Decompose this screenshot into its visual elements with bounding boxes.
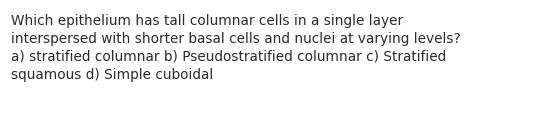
Text: interspersed with shorter basal cells and nuclei at varying levels?: interspersed with shorter basal cells an… (11, 32, 461, 46)
Text: squamous d) Simple cuboidal: squamous d) Simple cuboidal (11, 68, 213, 82)
Text: a) stratified columnar b) Pseudostratified columnar c) Stratified: a) stratified columnar b) Pseudostratifi… (11, 50, 446, 64)
Text: Which epithelium has tall columnar cells in a single layer: Which epithelium has tall columnar cells… (11, 14, 403, 28)
